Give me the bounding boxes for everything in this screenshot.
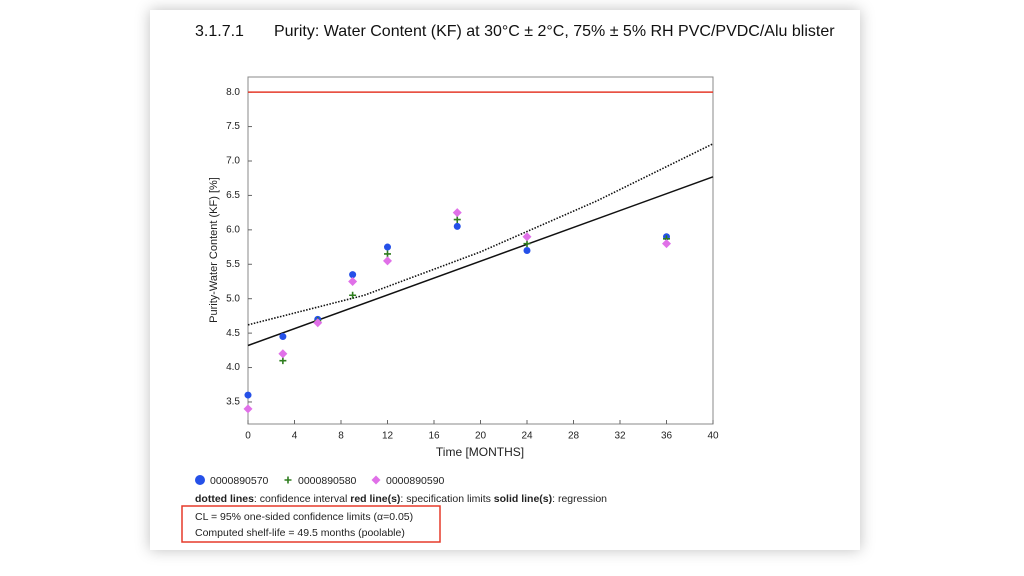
point — [662, 239, 671, 249]
point — [384, 250, 391, 258]
point — [349, 291, 357, 299]
x-tick-label: 16 — [428, 431, 440, 442]
confidence-line — [247, 143, 714, 326]
point — [279, 333, 287, 341]
x-tick-label: 4 — [292, 431, 298, 442]
plot-frame — [247, 76, 714, 425]
point — [453, 222, 461, 230]
section-number: 3.1.7.1 — [195, 23, 244, 40]
point — [279, 357, 287, 365]
y-tick-label: 3.5 — [226, 397, 240, 408]
point — [384, 243, 391, 251]
notes: dotted lines: confidence interval red li… — [195, 493, 607, 505]
note-text: : regression — [552, 493, 607, 505]
point — [278, 349, 288, 359]
point — [523, 240, 531, 248]
x-tick-label: 8 — [338, 431, 344, 442]
section-title: 3.1.7.1 Purity: Water Content (KF) at 30°… — [195, 22, 835, 42]
legend-marker — [284, 476, 292, 484]
x-tick-label: 12 — [382, 431, 394, 442]
x-tick-label: 36 — [661, 431, 673, 442]
point — [313, 318, 323, 328]
x-tick-label: 40 — [707, 431, 719, 442]
y-tick-label: 4.5 — [226, 328, 240, 339]
highlight-box — [181, 505, 441, 543]
boxed-note: Computed shelf-life = 49.5 months (poola… — [195, 527, 405, 539]
legend-label: 0000890590 — [386, 475, 445, 487]
y-tick-label: 5.0 — [226, 293, 240, 304]
chart-title: Purity: Water Content (KF) at 30°C ± 2°C… — [273, 23, 835, 40]
point — [452, 208, 462, 218]
y-tick-label: 5.5 — [226, 259, 240, 270]
y-tick-label: 8.0 — [226, 87, 240, 98]
point — [522, 232, 532, 242]
regression-line — [247, 176, 714, 347]
y-tick-label: 7.0 — [226, 156, 240, 167]
note-bold: red line(s) — [350, 493, 400, 505]
y-axis-label: Purity-Water Content (KF) [%] — [208, 177, 220, 323]
legend-marker — [195, 475, 205, 485]
point — [243, 404, 253, 414]
x-tick-label: 24 — [521, 431, 533, 442]
document-card — [150, 10, 860, 550]
point — [383, 256, 392, 266]
y-tick-label: 4.0 — [226, 362, 240, 373]
x-tick-label: 0 — [245, 431, 251, 442]
x-axis-label: Time [MONTHS] — [436, 445, 524, 459]
y-tick-label: 6.5 — [226, 190, 240, 201]
note-bold: dotted lines — [195, 493, 254, 505]
note-text: : specification limits — [400, 493, 493, 505]
x-tick-label: 32 — [614, 431, 626, 442]
legend-label: 0000890580 — [298, 475, 357, 487]
y-tick-label: 6.0 — [226, 224, 240, 235]
boxed-note: CL = 95% one-sided confidence limits (α=… — [195, 511, 413, 523]
point — [244, 391, 252, 399]
note-text: : confidence interval — [254, 493, 350, 505]
note-bold: solid line(s) — [494, 493, 552, 505]
point — [349, 271, 357, 279]
legend-label: 0000890570 — [210, 475, 269, 487]
y-tick-label: 7.5 — [226, 121, 240, 132]
point — [523, 247, 531, 254]
x-tick-label: 20 — [475, 431, 487, 442]
x-tick-label: 28 — [568, 431, 580, 442]
point — [453, 216, 461, 224]
point — [348, 276, 358, 286]
legend-marker — [371, 475, 381, 485]
